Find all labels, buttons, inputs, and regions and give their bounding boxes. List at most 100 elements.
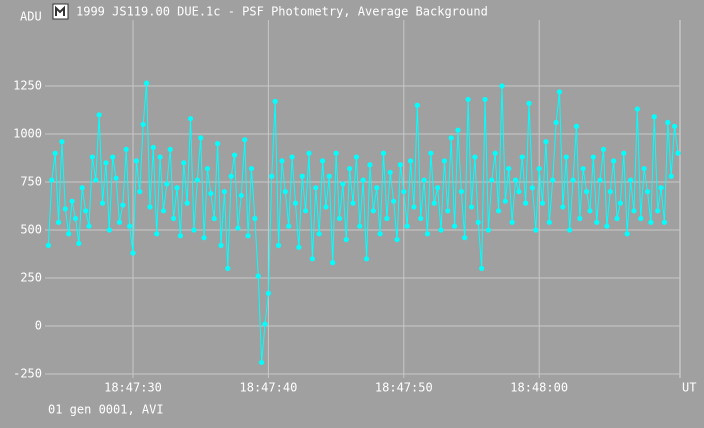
data-point xyxy=(357,223,363,229)
data-point xyxy=(347,165,353,172)
data-point xyxy=(604,223,610,229)
data-point xyxy=(523,200,529,206)
data-point xyxy=(96,112,102,118)
data-point xyxy=(76,240,82,247)
data-point xyxy=(330,260,336,266)
data-point xyxy=(323,204,329,210)
data-point xyxy=(411,204,417,210)
data-point xyxy=(458,189,464,195)
data-point xyxy=(648,219,654,225)
data-point xyxy=(191,227,197,233)
data-point xyxy=(238,192,244,199)
data-point xyxy=(72,215,79,222)
data-point xyxy=(631,208,637,214)
data-point xyxy=(638,215,644,222)
data-point xyxy=(472,154,478,160)
y-axis-label: ADU xyxy=(20,10,42,24)
data-point xyxy=(340,181,346,187)
data-point xyxy=(644,189,651,195)
data-point xyxy=(492,150,498,156)
data-point xyxy=(384,215,390,222)
data-point xyxy=(296,244,302,250)
data-point xyxy=(69,198,75,204)
data-point xyxy=(231,152,238,158)
data-point xyxy=(45,242,51,248)
data-point xyxy=(641,165,647,172)
data-point xyxy=(103,160,109,166)
data-point xyxy=(292,200,299,206)
data-point xyxy=(550,177,556,183)
data-point xyxy=(482,96,488,103)
data-point xyxy=(336,215,343,222)
data-point xyxy=(235,225,241,231)
data-point xyxy=(116,219,123,225)
data-point xyxy=(89,154,95,160)
data-point xyxy=(560,204,566,210)
data-point xyxy=(380,150,387,156)
x-tick-label: 18:47:40 xyxy=(240,381,298,395)
data-point xyxy=(228,173,234,179)
data-point xyxy=(194,177,200,183)
data-point xyxy=(255,273,261,279)
data-point xyxy=(127,223,133,229)
data-point xyxy=(245,233,251,239)
x-tick-label: 18:47:50 xyxy=(375,381,433,395)
data-point xyxy=(177,233,183,239)
data-point xyxy=(431,200,437,206)
data-point xyxy=(506,165,512,172)
y-tick-label: -250 xyxy=(13,366,42,380)
y-tick-label: 1250 xyxy=(13,79,42,93)
data-point xyxy=(499,83,505,89)
data-point xyxy=(306,150,312,156)
data-point xyxy=(137,189,143,195)
data-point xyxy=(516,189,522,195)
data-point xyxy=(421,177,427,183)
data-point xyxy=(204,165,211,172)
data-point xyxy=(651,114,657,120)
x-tick-label: 18:48:00 xyxy=(510,381,568,395)
data-point xyxy=(160,208,167,214)
data-point xyxy=(154,231,160,237)
data-point xyxy=(198,135,204,141)
data-point xyxy=(83,208,89,214)
data-point xyxy=(360,177,366,183)
data-point xyxy=(543,139,549,145)
footer: 01 gen 0001, AVI xyxy=(48,403,164,417)
data-point xyxy=(529,185,536,191)
data-point xyxy=(397,162,404,168)
data-point xyxy=(370,208,376,214)
data-point xyxy=(133,158,139,164)
data-point xyxy=(326,173,332,179)
y-tick-label: 0 xyxy=(35,318,42,332)
data-point xyxy=(580,165,586,172)
data-point xyxy=(252,215,258,222)
data-point xyxy=(451,223,458,229)
data-point xyxy=(553,119,559,126)
data-point xyxy=(495,208,502,214)
data-point xyxy=(634,106,640,112)
data-point xyxy=(262,321,268,327)
data-point xyxy=(171,215,177,222)
y-tick-label: 1000 xyxy=(13,127,42,141)
data-point xyxy=(225,265,231,271)
data-point xyxy=(468,204,475,210)
data-point xyxy=(367,162,373,168)
data-point xyxy=(110,154,116,160)
data-point xyxy=(441,158,448,164)
data-point xyxy=(675,150,681,156)
data-point xyxy=(269,173,275,179)
data-point xyxy=(563,154,569,160)
x-axis-label: UT xyxy=(682,381,696,395)
data-point xyxy=(343,236,349,243)
data-point xyxy=(333,150,339,156)
data-point xyxy=(282,189,288,195)
data-point xyxy=(587,208,593,214)
data-point xyxy=(573,123,580,129)
data-point xyxy=(624,231,630,237)
data-point xyxy=(184,200,190,206)
data-point xyxy=(533,227,539,233)
data-point xyxy=(259,359,265,366)
data-point xyxy=(248,165,255,172)
data-point xyxy=(265,290,272,296)
